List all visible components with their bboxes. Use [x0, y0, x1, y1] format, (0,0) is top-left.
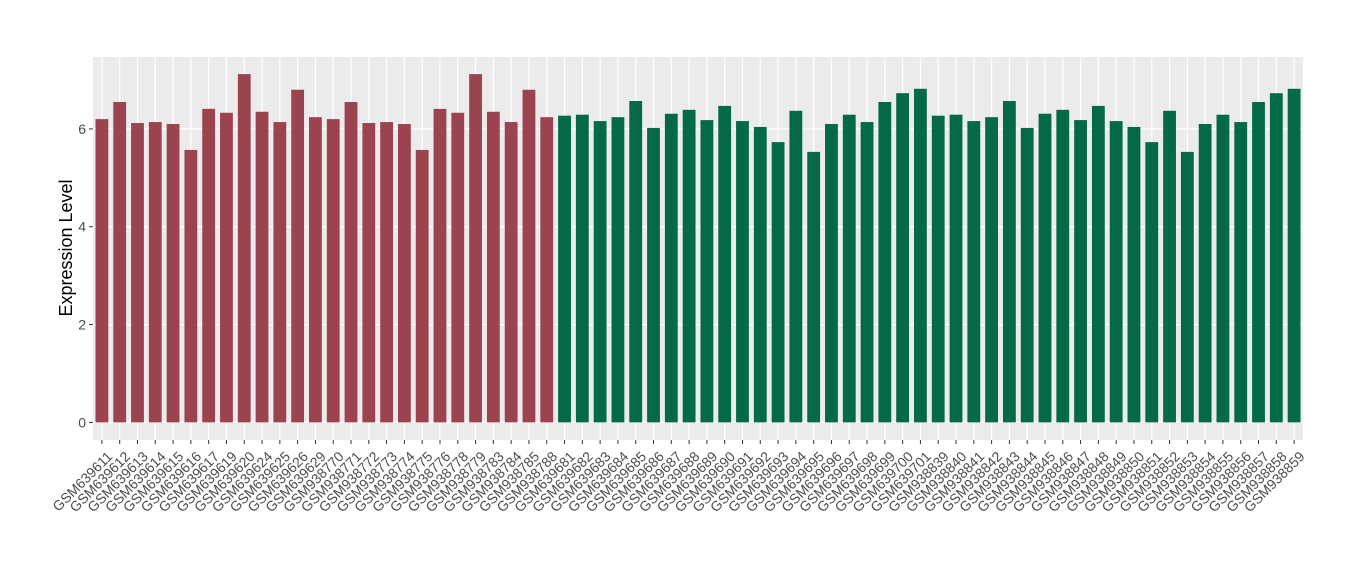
bar: [1056, 109, 1070, 423]
y-tick-label: 0: [78, 414, 86, 430]
bar: [166, 124, 180, 423]
bar: [362, 123, 376, 423]
bar: [878, 102, 892, 423]
bar: [344, 102, 358, 423]
bar: [789, 110, 803, 423]
bar: [202, 108, 216, 423]
bar: [486, 111, 500, 423]
bar: [807, 151, 821, 423]
bar: [220, 112, 233, 423]
bar: [1091, 105, 1105, 423]
bar: [931, 115, 945, 423]
bar: [664, 113, 678, 423]
bar: [113, 102, 127, 423]
bar: [949, 114, 963, 423]
bar: [469, 74, 482, 423]
bar: [451, 112, 465, 423]
bar: [540, 117, 554, 423]
bar: [1180, 151, 1194, 423]
bar: [682, 109, 696, 423]
bar: [860, 122, 874, 423]
bar: [131, 123, 144, 423]
bar: [1074, 120, 1087, 423]
bar: [1109, 121, 1123, 423]
bar: [1127, 126, 1141, 423]
bar: [237, 74, 251, 423]
y-tick-label: 6: [78, 121, 86, 137]
bar: [896, 93, 910, 423]
bar: [629, 101, 643, 423]
bar: [1145, 142, 1159, 423]
bar: [1020, 127, 1034, 423]
bar: [309, 117, 322, 423]
bar: [291, 89, 305, 423]
bar: [1234, 122, 1248, 423]
bar: [771, 142, 785, 423]
bar: [593, 121, 607, 423]
bar: [255, 111, 269, 423]
bar: [380, 122, 394, 423]
y-axis-title: Expression Level: [56, 179, 76, 316]
bar: [558, 115, 571, 423]
bar: [1252, 102, 1265, 423]
bar: [842, 114, 856, 423]
bar: [504, 122, 518, 423]
bar: [433, 108, 447, 423]
bar: [148, 122, 162, 423]
bar: [397, 124, 411, 423]
bar: [967, 121, 981, 423]
bar: [415, 149, 429, 423]
bar: [914, 88, 927, 423]
bar: [736, 121, 749, 423]
bar: [273, 122, 287, 423]
bar: [718, 105, 732, 423]
bar: [326, 119, 340, 423]
bar: [575, 114, 589, 423]
bar: [1216, 114, 1230, 423]
bar: [1163, 110, 1176, 423]
bar: [647, 127, 660, 423]
bar: [825, 124, 838, 423]
bar: [753, 126, 767, 423]
bar: [95, 119, 109, 423]
bar: [700, 120, 714, 423]
y-tick-label: 4: [78, 219, 86, 235]
bar: [184, 149, 198, 423]
bar: [985, 117, 999, 423]
bar: [1287, 88, 1301, 423]
bar: [1002, 101, 1016, 423]
bar: [1269, 93, 1283, 423]
bar: [1038, 113, 1052, 423]
bar: [1198, 124, 1212, 423]
bar: [611, 117, 625, 423]
bar: [522, 89, 536, 423]
y-tick-label: 2: [78, 317, 86, 333]
